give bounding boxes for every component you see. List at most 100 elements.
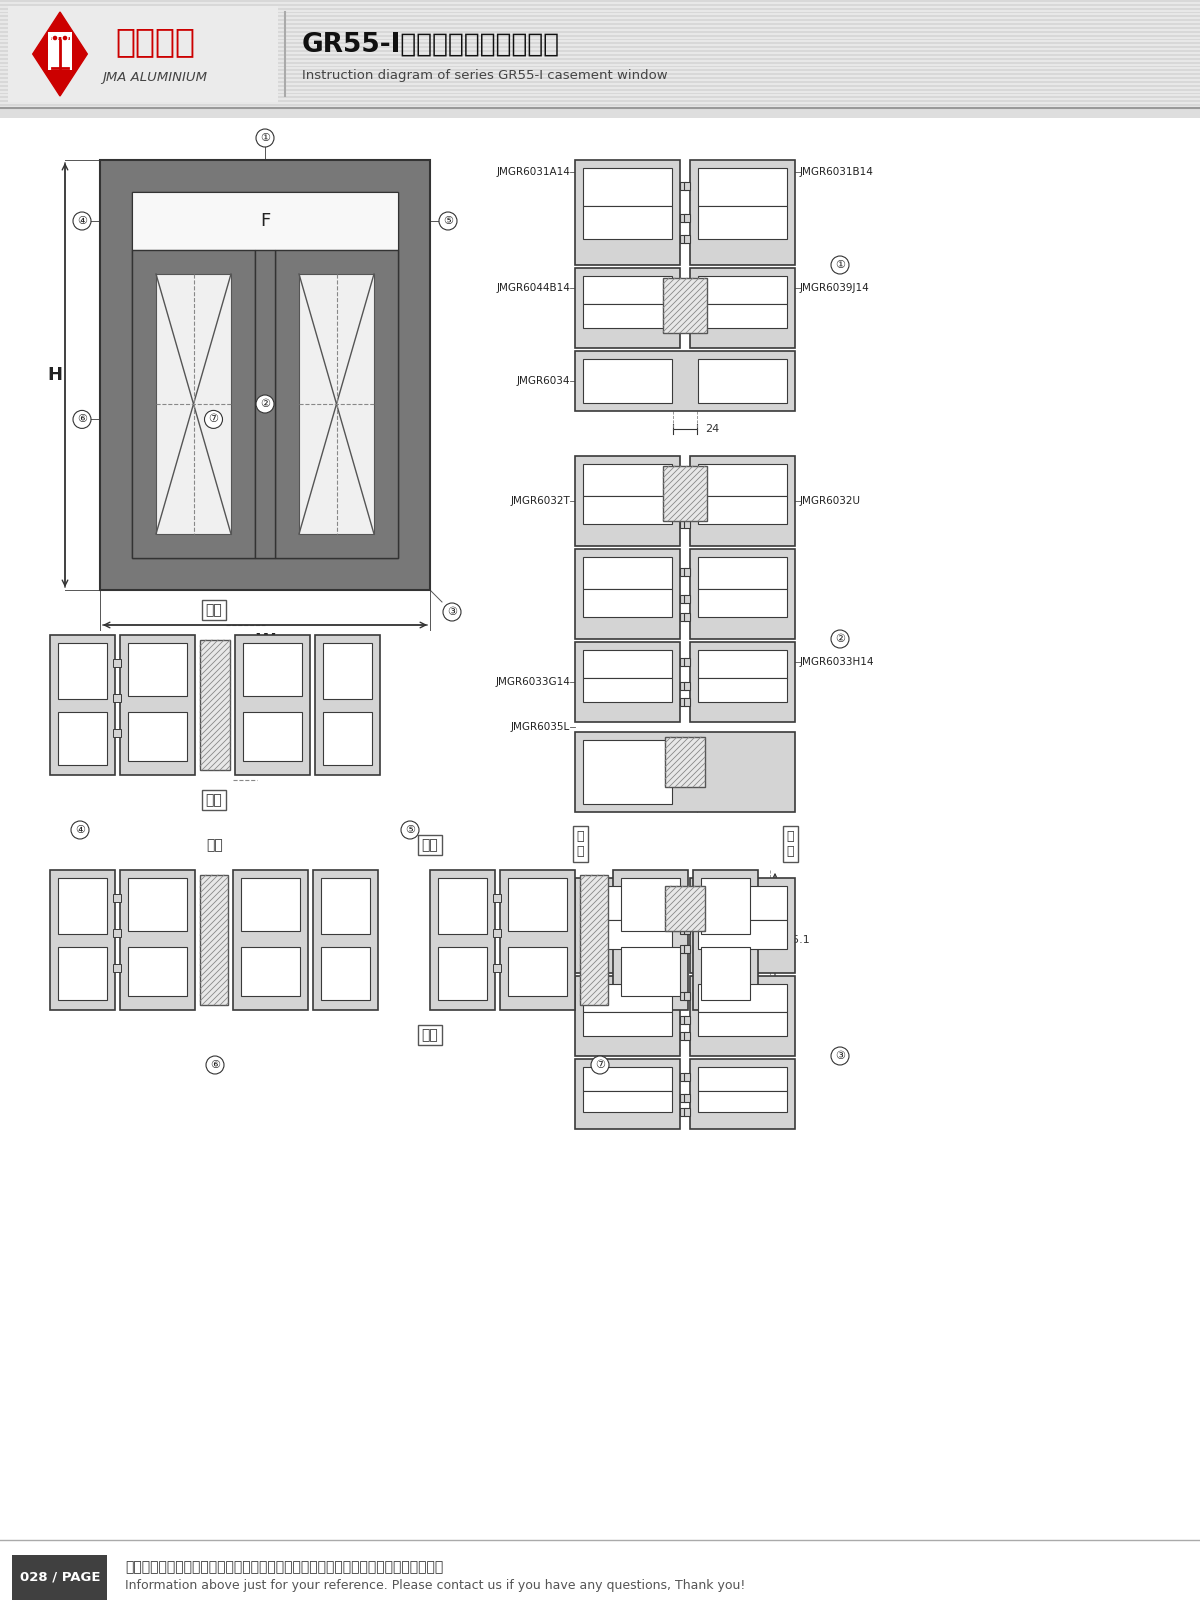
Bar (132, 192, 398, 250)
Bar (0, 19, 1200, 23)
Bar (0, 101, 1200, 105)
Bar (0, 70, 1200, 75)
Bar (583, 886, 672, 920)
Circle shape (71, 821, 89, 839)
Bar (314, 635, 380, 776)
Bar (680, 612, 686, 620)
Bar (684, 214, 690, 222)
Text: 室外: 室外 (205, 794, 222, 807)
Text: 24: 24 (706, 424, 719, 433)
Bar (575, 975, 680, 1057)
Bar (583, 206, 672, 239)
Bar (132, 250, 256, 558)
Bar (583, 304, 672, 328)
Bar (313, 870, 378, 1010)
Text: Instruction diagram of series GR55-I casement window: Instruction diagram of series GR55-I cas… (302, 70, 667, 83)
Bar (322, 946, 370, 1000)
Bar (132, 192, 398, 558)
Bar (680, 474, 686, 482)
Bar (156, 274, 230, 534)
Circle shape (204, 411, 222, 428)
Text: ⑦: ⑦ (209, 414, 218, 424)
Circle shape (206, 1057, 224, 1074)
Circle shape (73, 213, 91, 230)
Bar (680, 519, 686, 527)
Text: ⑤: ⑤ (406, 824, 415, 834)
Bar (684, 612, 690, 620)
Text: W: W (256, 631, 275, 649)
Bar (575, 878, 680, 974)
Bar (50, 870, 115, 1010)
Circle shape (401, 821, 419, 839)
Bar (0, 97, 1200, 102)
Bar (0, 110, 1200, 114)
Text: ④: ④ (77, 216, 88, 226)
Bar (684, 898, 690, 906)
Text: 图中所示型材截面、装配、编号、尺寸及重量仅供参考。如有疑问，请向本公司查询。: 图中所示型材截面、装配、编号、尺寸及重量仅供参考。如有疑问，请向本公司查询。 (125, 1560, 443, 1574)
Bar (508, 878, 568, 932)
Text: JMGR6034: JMGR6034 (516, 377, 570, 386)
Bar (0, 37, 1200, 41)
Bar (698, 886, 787, 920)
Bar (0, 32, 1200, 36)
Bar (0, 55, 1200, 58)
Bar (0, 45, 1200, 50)
Bar (0, 23, 1200, 28)
Bar (0, 29, 1200, 32)
Bar (622, 878, 680, 932)
Bar (128, 946, 187, 997)
Bar (0, 29, 1200, 34)
Bar (680, 945, 686, 953)
Text: 028 / PAGE: 028 / PAGE (19, 1571, 101, 1584)
Circle shape (52, 36, 58, 41)
Bar (684, 945, 690, 953)
Bar (12, 1555, 107, 1600)
Circle shape (256, 394, 274, 412)
Text: JMGR6035L: JMGR6035L (511, 722, 570, 732)
Bar (0, 50, 1200, 55)
Bar (113, 695, 121, 703)
Text: 室内: 室内 (206, 837, 223, 852)
Bar (0, 96, 1200, 99)
Bar (583, 557, 672, 589)
Bar (0, 62, 1200, 67)
Bar (665, 886, 706, 932)
Bar (0, 5, 1200, 10)
Bar (0, 67, 1200, 70)
Bar (0, 2, 1200, 6)
Bar (242, 643, 302, 696)
Bar (680, 657, 686, 665)
Bar (0, 42, 1200, 47)
Text: ①: ① (835, 260, 845, 269)
Bar (58, 643, 107, 700)
Bar (0, 32, 1200, 36)
Text: JMGR6033H14: JMGR6033H14 (800, 657, 875, 667)
Bar (0, 50, 1200, 54)
Bar (0, 88, 1200, 93)
Bar (323, 712, 372, 764)
Bar (0, 39, 1200, 42)
Circle shape (830, 256, 850, 274)
Bar (698, 984, 787, 1013)
Bar (0, 76, 1200, 81)
Bar (0, 34, 1200, 37)
Bar (583, 920, 672, 949)
Text: 室内: 室内 (421, 837, 438, 852)
Bar (684, 519, 690, 527)
Bar (680, 898, 686, 906)
Bar (0, 16, 1200, 19)
Bar (684, 657, 690, 665)
Bar (0, 68, 1200, 71)
Bar (575, 456, 680, 545)
Bar (680, 1032, 686, 1040)
Text: Information above just for your reference. Please contact us if you have any que: Information above just for your referenc… (125, 1579, 745, 1592)
Circle shape (592, 1057, 610, 1074)
Bar (583, 649, 672, 678)
Bar (680, 284, 686, 292)
Bar (684, 698, 690, 706)
Bar (113, 964, 121, 972)
Text: ②: ② (260, 399, 270, 409)
Bar (680, 594, 686, 602)
Circle shape (256, 128, 274, 148)
Bar (0, 6, 1200, 10)
